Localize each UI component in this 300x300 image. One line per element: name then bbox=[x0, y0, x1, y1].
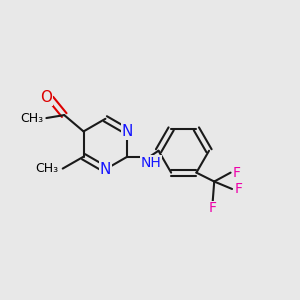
Text: NH: NH bbox=[141, 156, 161, 170]
Text: N: N bbox=[100, 162, 111, 177]
Text: F: F bbox=[232, 166, 241, 180]
Text: N: N bbox=[122, 124, 133, 139]
Text: O: O bbox=[40, 90, 52, 105]
Text: F: F bbox=[235, 182, 243, 196]
Text: CH₃: CH₃ bbox=[20, 112, 44, 124]
Text: CH₃: CH₃ bbox=[35, 162, 58, 175]
Text: F: F bbox=[209, 201, 217, 215]
